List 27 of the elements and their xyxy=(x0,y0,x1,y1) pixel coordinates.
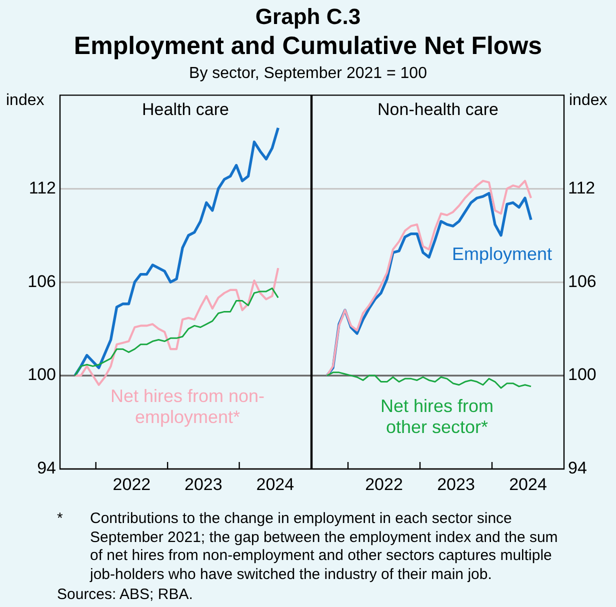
series-label: Net hires from non-employment* xyxy=(110,386,265,428)
y-tick-label: 112 xyxy=(568,178,596,198)
x-tick-label: 2023 xyxy=(437,474,475,494)
text: Employment and Cumulative Net Flows xyxy=(72,32,544,61)
y-tick-label: 94 xyxy=(37,458,56,478)
series-label: Employment xyxy=(452,244,552,265)
y-tick-label: 94 xyxy=(568,458,587,478)
chart-title: Non-health care xyxy=(376,100,500,120)
chart-title: Health care xyxy=(141,100,230,120)
x-tick-label: 2022 xyxy=(365,474,403,494)
x-tick-label: 2022 xyxy=(112,474,151,494)
y-axis-title: index xyxy=(569,92,608,110)
text: By sector, September 2021 = 100 xyxy=(188,65,428,83)
y-tick-label: 106 xyxy=(28,272,56,291)
x-tick-label: 2023 xyxy=(184,474,222,494)
y-tick-label: 112 xyxy=(28,178,56,198)
text: Contributions to the change in employment in each sector since September 2021; the gap between the employment index and the sum of net hires from non-employment and other sectors captures multiple job-holders who have switched the industry of their main job. xyxy=(90,510,559,584)
series-label: Net hires from other sector* xyxy=(379,396,495,438)
y-tick-label: 100 xyxy=(568,365,596,384)
x-tick-label: 2024 xyxy=(509,474,547,494)
y-axis-title: index xyxy=(6,92,44,110)
y-tick-label: 100 xyxy=(28,365,56,384)
x-tick-label: 2024 xyxy=(256,474,294,494)
text: Graph C.3 xyxy=(254,4,362,30)
y-tick-label: 106 xyxy=(568,272,596,291)
text: * xyxy=(57,510,63,527)
source-note: Sources: ABS; RBA. xyxy=(57,586,193,603)
